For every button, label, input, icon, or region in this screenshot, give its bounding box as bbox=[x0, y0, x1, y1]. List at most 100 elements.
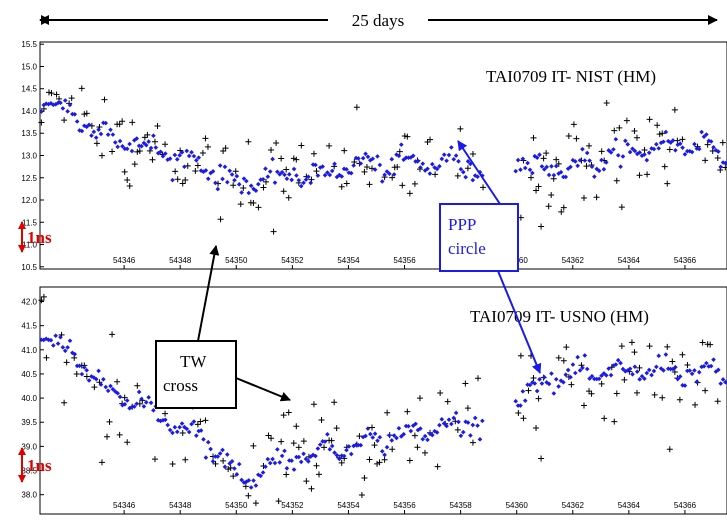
ppp-point bbox=[89, 133, 94, 138]
ppp-point bbox=[82, 365, 87, 370]
tw-point bbox=[61, 117, 68, 124]
tw-point bbox=[618, 204, 625, 211]
y-tick-label: 10.5 bbox=[21, 263, 37, 272]
x-tick-label: 54362 bbox=[562, 256, 585, 265]
ppp-point bbox=[608, 372, 614, 378]
tw-point bbox=[679, 351, 686, 358]
ppp-point bbox=[210, 169, 216, 174]
y-tick-label: 38.0 bbox=[21, 491, 37, 500]
ppp-point bbox=[639, 373, 645, 379]
ppp-point bbox=[451, 415, 457, 421]
tw-point bbox=[538, 455, 545, 462]
ppp-point bbox=[699, 364, 704, 370]
ppp-point bbox=[163, 151, 168, 156]
data-marks bbox=[38, 293, 727, 507]
ppp-point bbox=[656, 353, 662, 359]
ppp-point bbox=[584, 366, 590, 372]
ppp-point bbox=[553, 376, 559, 382]
ppp-point bbox=[124, 398, 130, 403]
ppp-point bbox=[286, 172, 292, 177]
ppp-point bbox=[196, 428, 202, 434]
y-tick-label: 13.0 bbox=[21, 152, 37, 161]
ppp-point bbox=[632, 148, 638, 154]
tw-point bbox=[384, 409, 391, 416]
tw-point bbox=[580, 194, 587, 201]
tw-point bbox=[303, 478, 310, 485]
tw-point bbox=[245, 138, 252, 145]
ppp-point bbox=[408, 155, 414, 160]
ppp-point bbox=[60, 345, 66, 350]
ppp-point bbox=[565, 367, 571, 373]
ppp-point bbox=[179, 149, 185, 155]
ppp-point bbox=[43, 336, 49, 342]
ppp-point bbox=[420, 436, 426, 442]
y-tick-label: 39.0 bbox=[21, 442, 37, 451]
ppp-point bbox=[124, 146, 130, 152]
ppp-point bbox=[227, 461, 232, 466]
ppp-point bbox=[360, 434, 366, 440]
ppp-point bbox=[680, 145, 685, 150]
ppp-point bbox=[58, 100, 63, 106]
tw-point bbox=[369, 424, 376, 431]
panel-title: TAI0709 IT- NIST (HM) bbox=[486, 67, 656, 86]
ppp-point bbox=[661, 139, 666, 145]
tw-point bbox=[427, 136, 434, 143]
tw-point bbox=[40, 293, 47, 300]
tw-point bbox=[644, 171, 651, 178]
tw-point bbox=[366, 181, 373, 188]
tw-point bbox=[371, 442, 378, 449]
tw-point bbox=[275, 498, 282, 505]
ppp-point bbox=[329, 443, 335, 449]
ppp-point bbox=[53, 102, 59, 107]
tw-point bbox=[134, 148, 141, 155]
ppp-point bbox=[208, 170, 213, 176]
ppp-point bbox=[194, 158, 199, 163]
tw-point bbox=[126, 183, 133, 190]
tw-point bbox=[535, 395, 542, 402]
tw-point bbox=[666, 146, 673, 153]
tw-point bbox=[454, 172, 461, 179]
ppp-point bbox=[625, 142, 631, 147]
ppp-point bbox=[329, 168, 335, 174]
x-tick-label: 54366 bbox=[674, 501, 697, 510]
ppp-point bbox=[234, 472, 240, 477]
ppp-point bbox=[644, 370, 650, 376]
ppp-point bbox=[115, 144, 120, 150]
ppp-point bbox=[587, 158, 592, 163]
ppp-point bbox=[718, 164, 723, 170]
ppp-point bbox=[244, 479, 249, 485]
ppp-point bbox=[346, 444, 352, 449]
tw-point bbox=[121, 394, 128, 401]
ppp-point bbox=[143, 142, 149, 148]
ppp-point bbox=[365, 426, 371, 431]
tw-point bbox=[141, 134, 148, 141]
ppp-point bbox=[401, 431, 406, 437]
ppp-point bbox=[673, 148, 678, 153]
x-tick-label: 54358 bbox=[449, 501, 472, 510]
ppp-point bbox=[375, 154, 380, 159]
tw-point bbox=[666, 446, 673, 453]
ppp-point bbox=[136, 389, 142, 395]
tw-point bbox=[255, 204, 262, 211]
ppp-point bbox=[291, 467, 297, 472]
tw-point bbox=[162, 141, 169, 148]
ppp-point bbox=[546, 172, 552, 178]
ppp-point bbox=[587, 376, 592, 381]
ppp-point bbox=[72, 111, 78, 117]
ppp-point bbox=[244, 178, 249, 184]
tw-point bbox=[124, 439, 131, 446]
ppp-point bbox=[696, 369, 702, 375]
ppp-point bbox=[623, 368, 628, 374]
ppp-point bbox=[325, 431, 330, 437]
ppp-point bbox=[539, 164, 545, 169]
ppp-point bbox=[525, 160, 530, 166]
ppp-point bbox=[463, 174, 468, 180]
tw-point bbox=[641, 146, 648, 153]
tw-point bbox=[43, 354, 50, 361]
ppp-point bbox=[456, 419, 461, 425]
ppp-point bbox=[408, 428, 414, 434]
ppp-point bbox=[458, 433, 464, 439]
tw-point bbox=[278, 438, 285, 445]
tw-point bbox=[603, 99, 610, 106]
ppp-point bbox=[720, 377, 726, 382]
